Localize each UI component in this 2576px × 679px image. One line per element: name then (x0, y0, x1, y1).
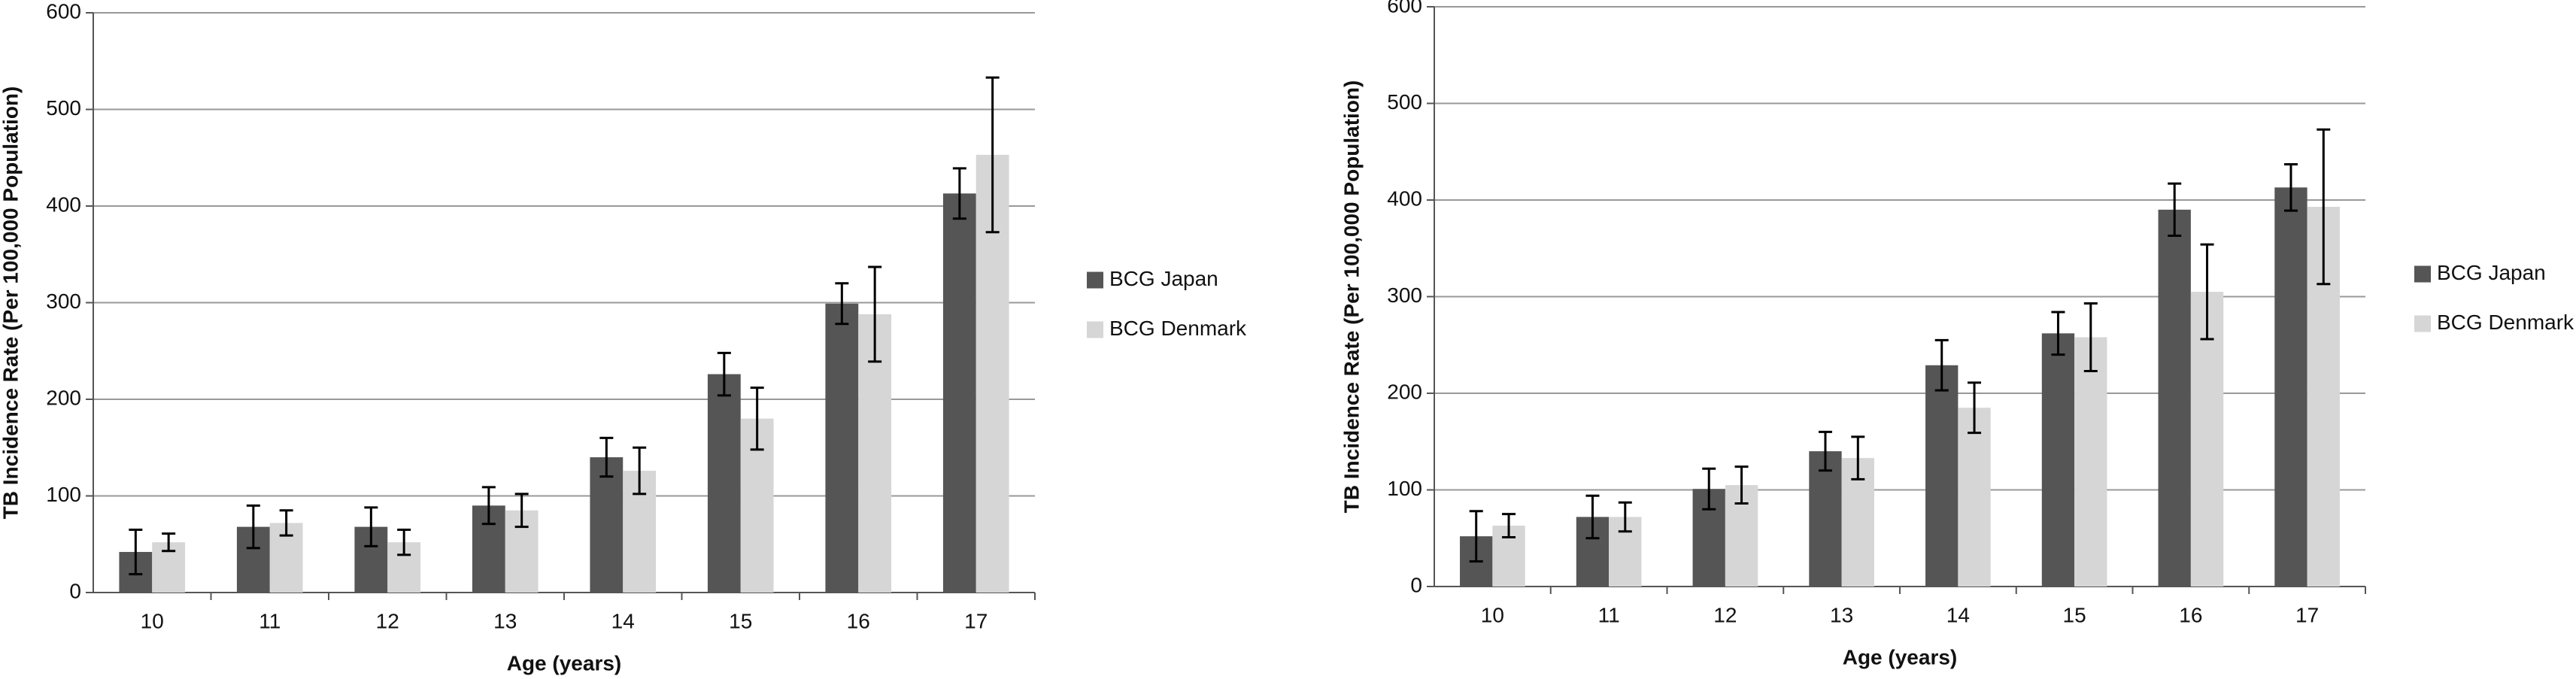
x-tick-label: 10 (1481, 603, 1504, 626)
bar (1809, 451, 1842, 587)
error-bar (717, 351, 731, 397)
y-tick-label: 0 (69, 579, 81, 602)
x-tick-label: 15 (729, 609, 752, 632)
error-bar (835, 282, 849, 326)
x-axis-title: Age (years) (1843, 645, 1958, 668)
legend-swatch (1087, 321, 1103, 338)
chart: 0 100 200 300 400 500 600 10 11 12 13 14 15 16 17 Age (… (0, 0, 1247, 674)
error-bar (1618, 501, 1632, 533)
x-tick-label: 11 (1598, 603, 1620, 626)
chart: 0 100 200 300 400 500 600 10 11 12 13 14 15 16 17 Age (… (1340, 0, 2574, 668)
bar (2274, 187, 2307, 587)
error-bar (868, 265, 882, 363)
x-tick-label: 17 (2295, 603, 2319, 626)
bar (2158, 209, 2191, 587)
y-axis-title: TB Incidence Rate (Per 100,000 Populatio… (1340, 80, 1363, 514)
error-bar (162, 532, 176, 553)
bar (942, 193, 976, 593)
y-tick-label: 500 (46, 96, 81, 120)
error-bar (1934, 338, 1949, 392)
x-tick-label: 13 (1830, 603, 1853, 626)
error-bar (2083, 302, 2098, 372)
error-bar (514, 493, 529, 529)
error-bar (1734, 465, 1749, 505)
error-bar (1702, 467, 1716, 511)
y-tick-label: 200 (1387, 380, 1422, 403)
error-bar (2283, 162, 2298, 212)
x-tick-label: 10 (141, 609, 164, 632)
legend-swatch (2414, 315, 2431, 332)
error-bar (129, 528, 143, 576)
x-tick-label: 12 (376, 609, 399, 632)
x-tick-label: 16 (2179, 603, 2202, 626)
y-tick-label: 400 (1387, 186, 1422, 210)
y-tick-label: 300 (1387, 283, 1422, 307)
error-bar (952, 167, 966, 220)
error-bar (279, 509, 293, 537)
x-tick-label: 15 (2063, 603, 2086, 626)
error-bar (1818, 430, 1832, 472)
error-bar (246, 504, 260, 550)
y-tick-label: 600 (46, 0, 81, 23)
error-bar (750, 386, 764, 451)
y-tick-label: 0 (1410, 573, 1422, 596)
bar (2190, 292, 2224, 587)
bar (2074, 337, 2107, 587)
y-tick-label: 100 (1387, 477, 1422, 500)
x-tick-label: 14 (611, 609, 635, 632)
legend-swatch (2414, 265, 2431, 283)
legend-swatch (1087, 271, 1103, 289)
y-tick-label: 200 (46, 386, 81, 409)
x-tick-label: 12 (1713, 603, 1737, 626)
legend-label: BCG Japan (1109, 267, 1218, 290)
error-bar (1502, 513, 1516, 538)
legend-label: BCG Japan (2437, 261, 2546, 284)
error-bar (481, 486, 496, 526)
error-bar (1968, 381, 1982, 435)
x-tick-label: 16 (847, 609, 870, 632)
bar (825, 303, 859, 593)
error-bar (633, 446, 647, 496)
y-tick-label: 400 (46, 192, 81, 216)
error-bar (1585, 494, 1600, 540)
bar (2041, 333, 2075, 587)
error-bar (599, 436, 614, 478)
error-bar (1851, 435, 1865, 480)
bar (590, 457, 624, 593)
y-tick-label: 500 (1387, 90, 1422, 114)
error-bar (397, 528, 411, 556)
x-axis-title: Age (years) (507, 651, 622, 674)
bar (707, 374, 741, 593)
y-axis-title: TB Incidence Rate (Per 100,000 Populatio… (0, 86, 22, 520)
error-bar (2200, 243, 2214, 341)
y-tick-label: 600 (1387, 0, 1422, 17)
bar (1925, 365, 1959, 587)
error-bar (2168, 182, 2182, 238)
legend-label: BCG Denmark (2437, 311, 2574, 334)
error-bar (985, 76, 1000, 234)
y-tick-label: 100 (46, 483, 81, 506)
legend-label: BCG Denmark (1109, 317, 1247, 340)
x-tick-label: 14 (1946, 603, 1970, 626)
error-bar (2317, 128, 2331, 286)
y-tick-label: 300 (46, 289, 81, 313)
error-bar (1469, 510, 1483, 563)
x-tick-label: 13 (493, 609, 517, 632)
error-bar (2051, 311, 2065, 356)
error-bar (364, 506, 378, 547)
x-tick-label: 11 (259, 609, 281, 632)
x-tick-label: 17 (964, 609, 988, 632)
bar (1958, 408, 1991, 587)
